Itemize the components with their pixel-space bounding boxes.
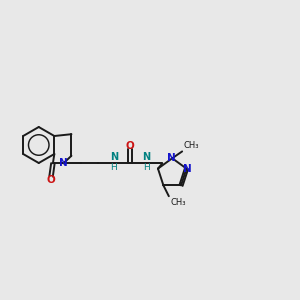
Text: N: N	[183, 164, 191, 174]
Text: O: O	[47, 175, 56, 185]
Text: N: N	[142, 152, 150, 162]
Text: H: H	[110, 164, 117, 172]
Text: CH₃: CH₃	[170, 198, 186, 207]
Text: H: H	[143, 164, 149, 172]
Text: O: O	[126, 141, 134, 151]
Text: CH₃: CH₃	[183, 141, 199, 150]
Text: N: N	[110, 152, 118, 162]
Text: N: N	[59, 158, 68, 168]
Text: N: N	[167, 153, 176, 163]
